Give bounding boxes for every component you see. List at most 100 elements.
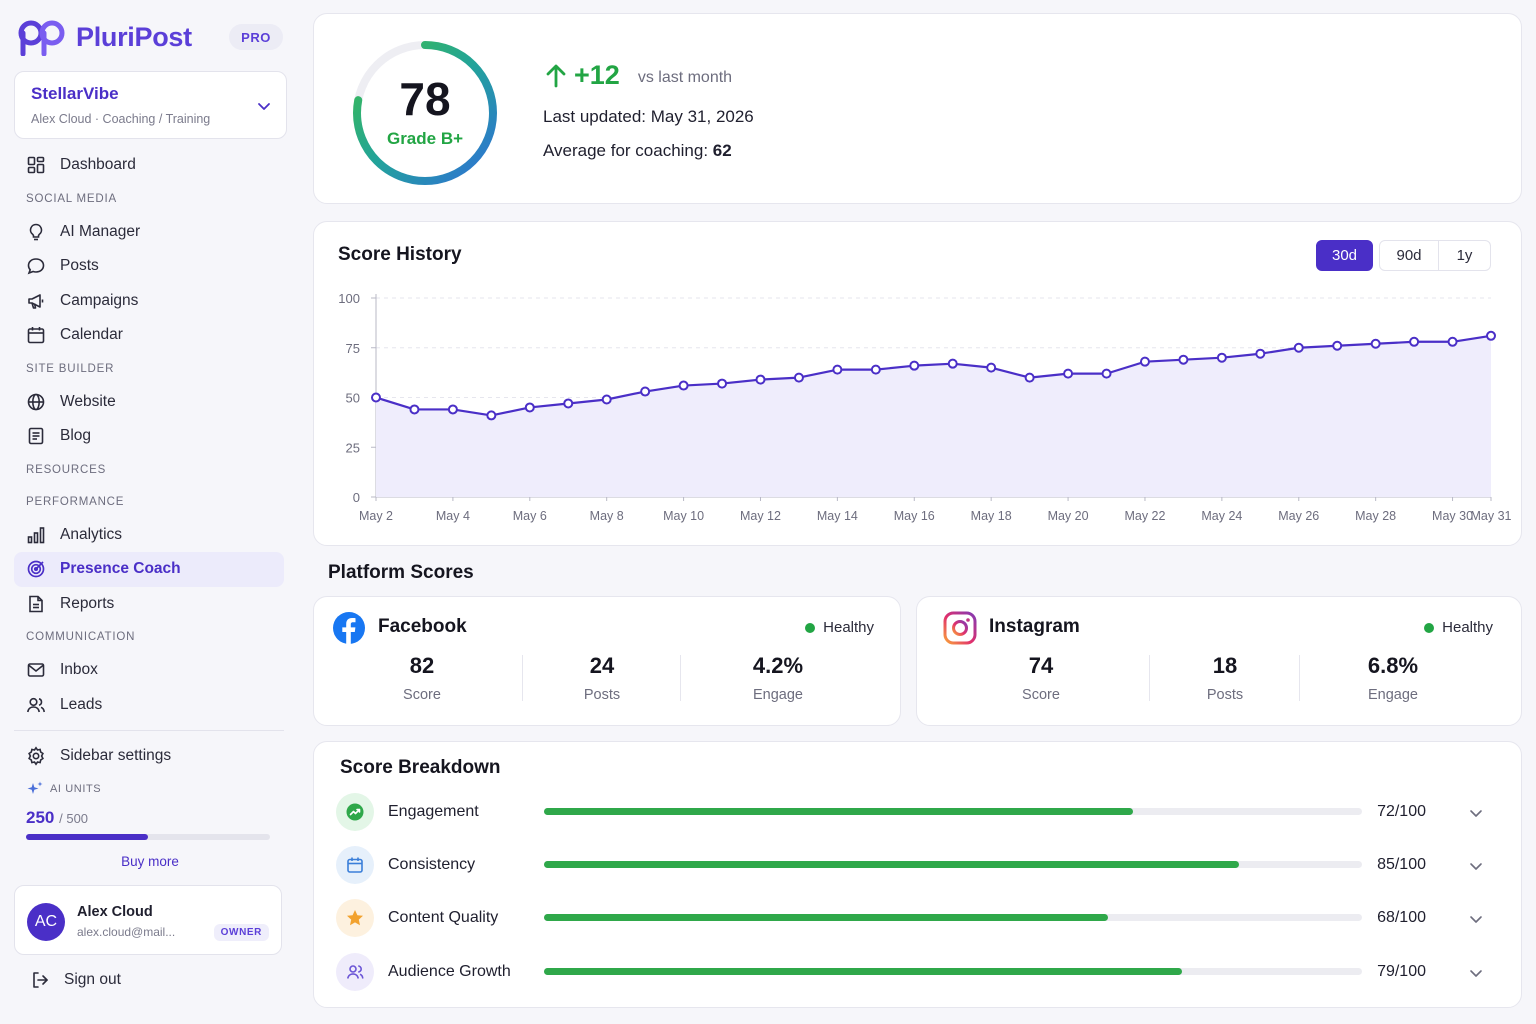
breakdown-row-audience-growth[interactable]: Audience Growth 79/100 xyxy=(336,953,1506,993)
workspace-switcher[interactable]: StellarVibe Alex Cloud · Coaching / Trai… xyxy=(14,71,287,139)
tab-30d[interactable]: 30d xyxy=(1316,240,1373,271)
x-tick-label: May 31 xyxy=(1471,509,1512,523)
breakdown-progress xyxy=(544,861,1362,868)
brand[interactable]: PluriPost xyxy=(18,18,192,56)
average-label: Average for coaching: xyxy=(543,141,713,160)
calendar-icon xyxy=(27,327,45,344)
metric-value: 6.8% xyxy=(1367,653,1419,678)
star-icon xyxy=(347,910,363,926)
data-point xyxy=(986,362,997,373)
platform-card-facebook[interactable]: Facebook Healthy 82 Score 24 Posts 4.2% Eng… xyxy=(313,596,901,726)
ai-units-total: / 500 xyxy=(59,811,89,826)
avatar: AC xyxy=(27,903,65,941)
breakdown-icon-wrap xyxy=(336,846,374,884)
breakdown-label: Content Quality xyxy=(388,909,499,926)
metric-divider xyxy=(1149,655,1150,701)
presence-score-card: 78 Grade B+ +12 vs last month Last updat… xyxy=(313,13,1522,204)
chevron-down-icon[interactable] xyxy=(1468,858,1484,874)
y-tick-label: 25 xyxy=(346,440,360,455)
sign-out-button[interactable]: Sign out xyxy=(30,970,121,990)
average-score: Average for coaching: 62 xyxy=(543,141,732,161)
sidebar-item-calendar[interactable]: Calendar xyxy=(14,318,284,353)
sidebar-item-reports[interactable]: Reports xyxy=(14,587,284,622)
platform-name: Facebook xyxy=(378,616,467,637)
data-point xyxy=(1178,354,1189,365)
breakdown-icon-wrap xyxy=(336,793,374,831)
data-point xyxy=(1447,336,1458,347)
data-point xyxy=(1216,352,1227,363)
breakdown-row-content-quality[interactable]: Content Quality 68/100 xyxy=(336,899,1506,939)
y-tick-label: 75 xyxy=(346,341,360,356)
sidebar-item-label: Leads xyxy=(60,695,103,713)
trend-icon xyxy=(346,803,364,821)
breakdown-value: 85/100 xyxy=(1377,856,1426,873)
chevron-down-icon[interactable] xyxy=(1468,805,1484,821)
user-email: alex.cloud@mail... xyxy=(77,925,176,939)
lightbulb-icon xyxy=(29,223,43,241)
metric-label: Posts xyxy=(583,687,621,703)
score-value: 78 xyxy=(399,73,451,125)
sidebar-item-label: Inbox xyxy=(60,661,98,679)
breakdown-row-consistency[interactable]: Consistency 85/100 xyxy=(336,846,1506,886)
data-point xyxy=(1139,356,1150,367)
tab-90d[interactable]: 90d xyxy=(1379,240,1439,271)
score-grade: Grade B+ xyxy=(386,129,464,148)
breakdown-icon-wrap xyxy=(336,953,374,991)
nav-section-site-builder: SITE BUILDER xyxy=(26,362,115,375)
workspace-name: StellarVibe xyxy=(31,84,119,103)
chevron-down-icon xyxy=(258,103,270,110)
sidebar-item-blog[interactable]: Blog xyxy=(14,419,284,454)
platform-card-instagram[interactable]: Instagram Healthy 74 Score 18 Posts 6.8% En… xyxy=(916,596,1522,726)
x-tick-label: May 18 xyxy=(971,509,1012,523)
metric-divider xyxy=(522,655,523,701)
score-ring xyxy=(353,41,497,185)
metric-score: 74 Score xyxy=(991,653,1091,703)
arrow-up-icon xyxy=(546,64,566,87)
y-tick-label: 50 xyxy=(346,391,360,406)
metric-label: Score xyxy=(1022,687,1060,703)
data-point xyxy=(524,402,535,413)
sidebar-item-settings[interactable]: Sidebar settings xyxy=(14,739,284,774)
sidebar-item-label: Dashboard xyxy=(60,156,136,174)
target-icon xyxy=(27,560,45,578)
status-badge: Healthy xyxy=(805,619,874,636)
tab-1y[interactable]: 1y xyxy=(1439,240,1491,271)
breakdown-value: 68/100 xyxy=(1377,909,1426,926)
sidebar-item-analytics[interactable]: Analytics xyxy=(14,518,284,553)
breakdown-row-engagement[interactable]: Engagement 72/100 xyxy=(336,793,1506,833)
metric-posts: 18 Posts xyxy=(1175,653,1275,703)
sidebar-item-leads[interactable]: Leads xyxy=(14,688,284,723)
series-area xyxy=(376,335,1491,497)
sidebar-item-campaigns[interactable]: Campaigns xyxy=(14,284,284,319)
chevron-down-icon[interactable] xyxy=(1468,965,1484,981)
nav-section-resources: RESOURCES xyxy=(26,463,107,476)
status-badge: Healthy xyxy=(1424,619,1493,636)
user-name: Alex Cloud xyxy=(77,904,153,920)
sidebar-item-label: Campaigns xyxy=(60,291,139,309)
report-icon xyxy=(29,595,43,613)
data-point xyxy=(1409,336,1420,347)
data-point xyxy=(1255,348,1266,359)
sidebar-item-inbox[interactable]: Inbox xyxy=(14,653,284,688)
breakdown-progress-fill xyxy=(544,861,1240,868)
buy-more-link[interactable]: Buy more xyxy=(121,854,179,869)
instagram-icon xyxy=(943,611,977,645)
sidebar-item-posts[interactable]: Posts xyxy=(14,249,284,284)
metric-label: Engage xyxy=(1368,687,1418,703)
nav-section-social: SOCIAL MEDIA xyxy=(26,192,117,205)
sidebar-item-ai-manager[interactable]: AI Manager xyxy=(14,215,284,250)
data-point xyxy=(755,374,766,385)
metric-divider xyxy=(1299,655,1300,701)
score-breakdown-title: Score Breakdown xyxy=(340,757,501,778)
sidebar-item-dashboard[interactable]: Dashboard xyxy=(14,148,284,183)
sidebar-item-website[interactable]: Website xyxy=(14,385,284,420)
ai-units-header: AI UNITS xyxy=(26,780,276,798)
sidebar-item-presence-coach[interactable]: Presence Coach xyxy=(14,552,284,587)
chevron-down-icon[interactable] xyxy=(1468,911,1484,927)
sign-out-label: Sign out xyxy=(64,971,121,988)
data-point xyxy=(1024,372,1035,383)
ai-units-used: 250 xyxy=(26,808,55,827)
data-point xyxy=(1063,368,1074,379)
user-card[interactable]: AC Alex Cloud alex.cloud@mail... OWNER xyxy=(14,885,282,955)
brand-name: PluriPost xyxy=(76,21,192,52)
